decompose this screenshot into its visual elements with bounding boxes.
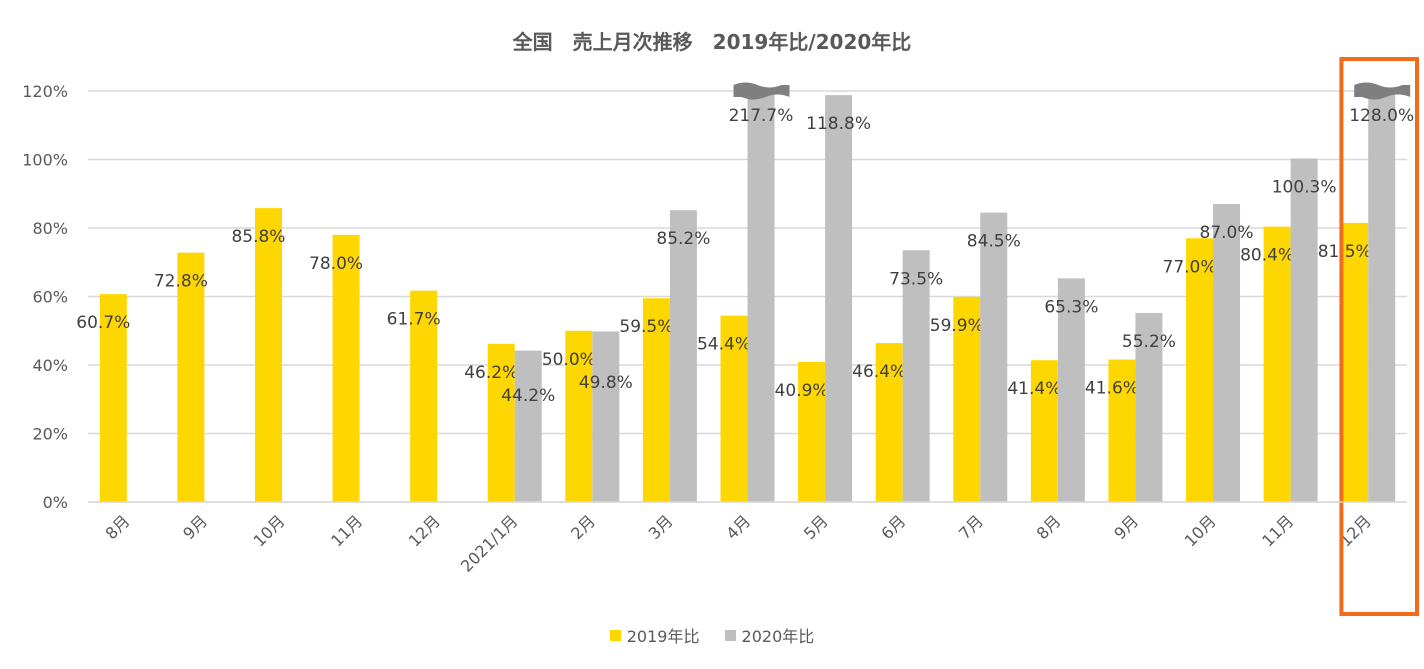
x-tick-label: 6月 [877, 511, 909, 543]
x-tick-label: 11月 [1258, 511, 1297, 550]
bar-2019 [332, 234, 360, 502]
axis-break-mark [733, 82, 790, 100]
data-label: 60.7% [76, 313, 130, 333]
legend-label: 2019年比 [626, 627, 700, 646]
bar-2020 [902, 250, 930, 502]
x-tick-label: 7月 [955, 511, 987, 543]
data-label: 77.0% [1163, 257, 1217, 277]
data-label: 72.8% [154, 272, 208, 292]
data-label: 118.8% [806, 114, 871, 134]
y-tick-label: 20% [32, 425, 68, 444]
y-tick-label: 40% [32, 356, 68, 375]
bar-2020 [1290, 158, 1318, 502]
bar-2020 [980, 212, 1008, 502]
x-tick-label: 9月 [179, 511, 211, 543]
bar-2020 [514, 350, 542, 502]
bar-2020 [1368, 91, 1396, 502]
data-label: 87.0% [1200, 223, 1254, 243]
x-tick-label: 8月 [102, 511, 134, 543]
data-label: 40.9% [775, 381, 829, 401]
y-tick-label: 0% [43, 493, 68, 512]
x-tick-label: 2月 [567, 511, 599, 543]
data-label: 59.9% [930, 316, 984, 336]
data-label: 55.2% [1122, 332, 1176, 352]
data-label: 78.0% [309, 254, 363, 274]
bar-2019 [798, 361, 826, 502]
y-tick-label: 120% [22, 82, 68, 101]
axis-break-mark [1354, 82, 1411, 100]
data-label: 59.5% [619, 317, 673, 337]
bar-2020 [747, 91, 775, 502]
bar-2019 [1341, 222, 1369, 503]
x-tick-label: 4月 [722, 511, 754, 543]
x-tick-label: 5月 [800, 511, 832, 543]
x-tick-label: 12月 [405, 511, 444, 550]
y-tick-label: 60% [32, 288, 68, 307]
bar-2019 [953, 296, 981, 502]
bar-2020 [592, 331, 620, 502]
bar-2019 [1030, 360, 1058, 502]
highlight-box [1339, 57, 1419, 616]
bar-2019 [642, 298, 670, 502]
bar-2019 [254, 208, 282, 502]
data-label: 61.7% [387, 310, 441, 330]
data-label: 46.2% [464, 363, 518, 383]
bar-2020 [1213, 204, 1241, 502]
bar-2020 [825, 95, 853, 503]
data-label: 49.8% [579, 373, 633, 393]
x-tick-label: 8月 [1033, 511, 1065, 543]
data-label: 128.0% [1349, 106, 1414, 126]
legend-swatch [609, 629, 621, 641]
bar-2019 [177, 252, 205, 502]
x-tick-label: 10月 [250, 511, 289, 550]
data-label: 41.4% [1007, 379, 1061, 399]
bar-2019 [99, 294, 127, 502]
legend-swatch [724, 629, 736, 641]
bar-2019 [875, 343, 903, 502]
data-label: 46.4% [852, 362, 906, 382]
x-tick-label: 11月 [327, 511, 366, 550]
x-tick-label: 10月 [1181, 511, 1220, 550]
data-label: 41.6% [1085, 379, 1139, 399]
data-label: 81.5% [1318, 242, 1372, 262]
data-label: 80.4% [1240, 246, 1294, 266]
y-tick-label: 100% [22, 151, 68, 170]
bar-2019 [1108, 359, 1136, 502]
data-label: 50.0% [542, 350, 596, 370]
bar-2019 [565, 330, 593, 502]
chart-title: 全国 売上月次推移 2019年比/2020年比 [512, 30, 912, 54]
data-label: 54.4% [697, 335, 751, 355]
x-tick-label: 9月 [1110, 511, 1142, 543]
bar-2019 [1186, 238, 1214, 502]
bar-2019 [1263, 226, 1291, 502]
data-label: 100.3% [1272, 177, 1337, 197]
legend-item-2019: 2019年比 [609, 623, 700, 647]
bar-2020 [1135, 312, 1163, 502]
bar-2019 [720, 315, 748, 502]
legend: 2019年比 2020年比 [0, 623, 1424, 647]
data-label: 65.3% [1044, 297, 1098, 317]
data-label: 73.5% [889, 269, 943, 289]
legend-item-2020: 2020年比 [724, 623, 815, 647]
data-label: 217.7% [729, 106, 794, 126]
bar-2019 [410, 290, 438, 502]
data-label: 85.2% [656, 229, 710, 249]
bar-2020 [669, 210, 697, 502]
x-tick-label: 2021/1月 [457, 511, 522, 576]
data-label: 44.2% [501, 386, 555, 406]
y-tick-label: 80% [32, 219, 68, 238]
x-tick-label: 3月 [645, 511, 677, 543]
data-label: 84.5% [967, 232, 1021, 252]
bar-2020 [1057, 278, 1085, 502]
bar-2019 [487, 343, 515, 502]
legend-label: 2020年比 [741, 627, 815, 646]
data-label: 85.8% [231, 227, 285, 247]
